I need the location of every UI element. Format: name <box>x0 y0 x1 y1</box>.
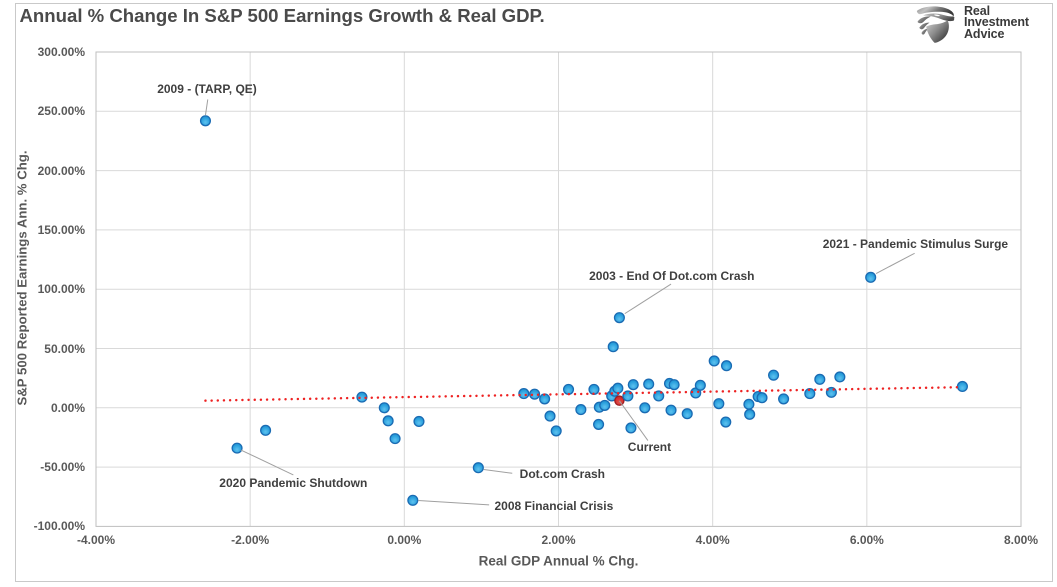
data-point <box>575 404 587 416</box>
data-point <box>231 442 243 454</box>
data-point <box>694 379 706 391</box>
brand-logo: Real Investment Advice <box>916 4 1029 43</box>
data-point <box>612 382 624 394</box>
data-point <box>743 398 755 410</box>
y-tick-label: -100.00% <box>33 519 85 534</box>
logo-text: Real Investment Advice <box>964 4 1029 43</box>
annotation-leader-line <box>483 468 513 474</box>
annotation-leader-line <box>204 99 209 116</box>
annotation-label: Current <box>627 439 672 454</box>
y-tick-label: 150.00% <box>37 222 85 237</box>
data-point <box>382 415 394 427</box>
x-tick-label: -2.00% <box>231 533 270 547</box>
y-axis-title: S&P 500 Reported Earnings Ann. % Chg. <box>14 150 30 406</box>
data-point <box>720 416 732 428</box>
annotation-leader-line <box>418 500 490 506</box>
annotation-label: 2020 Pandemic Shutdown <box>219 475 368 490</box>
annotation-leader-line <box>618 400 649 441</box>
data-point <box>713 398 725 410</box>
plot-border <box>95 51 1022 527</box>
x-tick-label: -4.00% <box>76 533 116 547</box>
data-point <box>768 369 780 381</box>
data-point <box>518 388 530 400</box>
x-tick-label: 2.00% <box>541 533 576 547</box>
annotation-label: 2003 - End Of Dot.com Crash <box>589 269 755 284</box>
annotation-leader-line <box>240 449 294 476</box>
data-point <box>472 462 484 474</box>
data-point <box>756 392 768 404</box>
annotation-label: 2021 - Pandemic Stimulus Surge <box>822 236 1009 251</box>
data-point <box>199 115 212 127</box>
data-point <box>389 433 401 445</box>
x-axis-title: Real GDP Annual % Chg. <box>478 553 639 569</box>
x-tick-label: 8.00% <box>1003 533 1039 547</box>
data-point <box>681 408 693 420</box>
data-point <box>804 388 816 400</box>
annotation-leader-line <box>875 252 915 274</box>
eagle-icon <box>916 6 955 43</box>
y-tick-label: 200.00% <box>37 163 85 178</box>
annotation-label: 2009 - (TARP, QE) <box>157 82 257 97</box>
data-point <box>627 379 639 391</box>
data-point <box>665 404 677 416</box>
data-point <box>613 312 625 324</box>
data-point <box>778 393 790 405</box>
data-point <box>607 341 619 353</box>
annotation-leader-line <box>624 283 672 315</box>
data-point <box>625 422 637 434</box>
logo-line-1: Real <box>964 4 991 18</box>
data-point <box>544 410 556 422</box>
data-point <box>814 373 826 385</box>
x-tick-label: 4.00% <box>695 533 730 547</box>
data-point <box>720 360 733 372</box>
data-point <box>744 408 756 420</box>
data-point <box>643 378 655 390</box>
data-point <box>550 425 562 437</box>
x-tick-label: 0.00% <box>387 533 422 547</box>
data-point <box>413 415 425 427</box>
data-point <box>668 379 680 391</box>
y-tick-label: 250.00% <box>37 104 85 119</box>
data-point <box>708 355 720 367</box>
annotation-label: 2008 Financial Crisis <box>494 498 614 513</box>
y-tick-label: 100.00% <box>37 282 85 297</box>
annotation-label: Dot.com Crash <box>519 466 606 481</box>
data-point <box>639 402 651 414</box>
data-point <box>593 418 605 430</box>
chart-frame <box>15 3 1053 582</box>
data-point <box>529 388 541 400</box>
y-tick-label: 50.00% <box>44 341 85 356</box>
x-tick-label: 6.00% <box>849 533 884 547</box>
data-point <box>407 494 419 506</box>
data-point <box>865 271 877 283</box>
data-point <box>599 399 611 411</box>
data-point <box>356 391 368 403</box>
data-point <box>378 402 390 414</box>
data-point <box>260 424 272 436</box>
data-point <box>834 371 846 383</box>
y-tick-label: -50.00% <box>40 460 85 475</box>
data-point <box>562 383 575 395</box>
y-tick-label: 300.00% <box>37 45 85 59</box>
logo-line-3: Advice <box>964 26 1005 41</box>
current-point <box>614 395 625 406</box>
chart-title: Annual % Change In S&P 500 Earnings Grow… <box>19 4 545 26</box>
y-tick-label: 0.00% <box>50 400 85 415</box>
trend-line <box>204 385 963 402</box>
data-point <box>956 380 968 393</box>
logo-line-2: Investment <box>964 15 1029 30</box>
